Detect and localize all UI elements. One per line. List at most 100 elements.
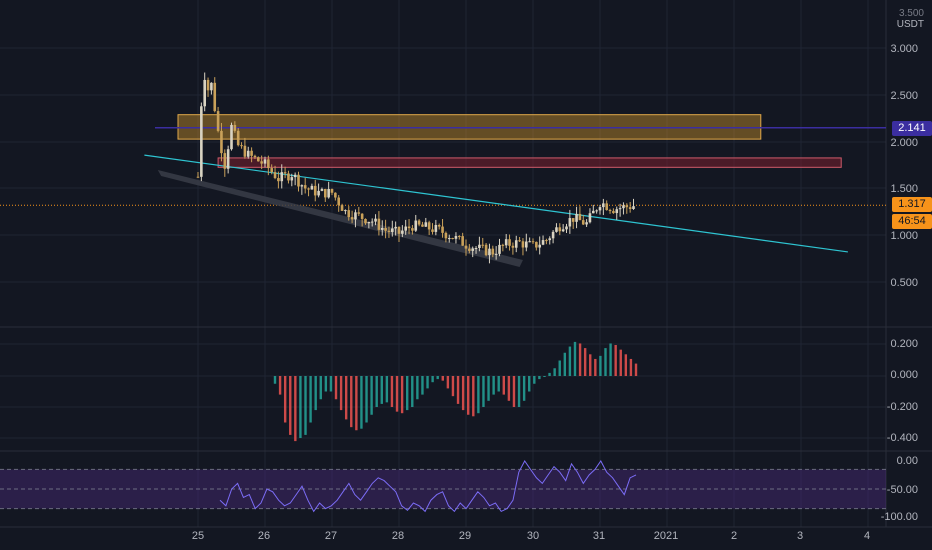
candle-body bbox=[250, 150, 253, 156]
candle-body bbox=[387, 230, 391, 232]
candle-body bbox=[210, 82, 213, 91]
macd-bar bbox=[324, 376, 328, 392]
candle-body bbox=[230, 124, 233, 150]
candle-body bbox=[578, 213, 582, 221]
candle-body bbox=[374, 218, 377, 222]
candle-body bbox=[367, 221, 371, 224]
rsi-label-100: -100.00 bbox=[880, 511, 918, 523]
candle-body bbox=[417, 220, 421, 225]
candle-body bbox=[484, 244, 488, 256]
macd-bar bbox=[411, 376, 414, 407]
macd-bar bbox=[507, 376, 511, 401]
candle-body bbox=[518, 240, 521, 242]
macd-bar bbox=[573, 341, 577, 376]
candle-body bbox=[370, 221, 374, 223]
price-label-1000: 1.000 bbox=[890, 230, 918, 242]
candle-body bbox=[414, 220, 418, 231]
price-label-0500: 0.500 bbox=[890, 277, 918, 289]
macd-bar bbox=[370, 376, 373, 415]
candle-body bbox=[632, 206, 635, 210]
macd-bar bbox=[456, 376, 460, 404]
time-label-2: 2 bbox=[730, 530, 738, 542]
candle-body bbox=[334, 192, 337, 198]
candle-body bbox=[461, 236, 464, 246]
candle-body bbox=[290, 177, 294, 181]
candle-body bbox=[541, 240, 545, 245]
macd-bar bbox=[446, 376, 450, 389]
candle-body bbox=[313, 185, 317, 196]
candle-body bbox=[568, 218, 572, 227]
candle-body bbox=[307, 188, 310, 190]
candle-body bbox=[561, 229, 565, 232]
macd-bar bbox=[583, 348, 587, 376]
candle-body bbox=[293, 174, 297, 178]
trendline bbox=[144, 154, 848, 253]
candle-body bbox=[404, 226, 407, 231]
candle-body bbox=[592, 210, 595, 214]
macd-label-neg0400: -0.400 bbox=[886, 432, 918, 444]
candle-body bbox=[558, 227, 562, 232]
candle-body bbox=[622, 205, 625, 209]
candle-body bbox=[595, 210, 598, 212]
candle-body bbox=[223, 153, 227, 169]
candle-body bbox=[565, 226, 568, 230]
macd-bar bbox=[477, 376, 480, 414]
countdown-tag: 46:54 bbox=[892, 214, 932, 229]
macd-bar bbox=[421, 376, 424, 395]
candle-body bbox=[196, 176, 200, 178]
candle-body bbox=[575, 213, 578, 222]
last-price-tag[interactable]: 1.317 bbox=[892, 197, 932, 212]
candle-body bbox=[571, 218, 575, 222]
candle-body bbox=[243, 145, 247, 157]
candle-body bbox=[555, 227, 558, 232]
macd-bar bbox=[512, 376, 516, 407]
candle-body bbox=[347, 210, 351, 218]
candle-body bbox=[330, 188, 334, 193]
candle-body bbox=[458, 236, 461, 238]
macd-bar bbox=[355, 376, 358, 431]
candle-body bbox=[411, 228, 414, 231]
macd-bar bbox=[538, 376, 541, 380]
macd-bar bbox=[451, 376, 455, 397]
candle-body bbox=[481, 244, 485, 246]
price-label-2500: 2.500 bbox=[890, 90, 918, 102]
macd-bar bbox=[522, 376, 526, 401]
macd-bar bbox=[553, 368, 556, 376]
candle-body bbox=[551, 231, 555, 239]
channel-band bbox=[157, 170, 523, 267]
macd-bar bbox=[604, 348, 607, 376]
candle-body bbox=[360, 213, 364, 219]
candle-body bbox=[447, 238, 451, 240]
price-label-2000: 2.000 bbox=[890, 137, 918, 149]
time-label-4: 4 bbox=[863, 530, 871, 542]
candle-body bbox=[287, 173, 290, 181]
macd-bar bbox=[497, 376, 500, 392]
rsi-label-0: 0.00 bbox=[896, 455, 918, 467]
candle-body bbox=[220, 130, 223, 154]
candle-body bbox=[598, 207, 602, 211]
macd-bar bbox=[400, 376, 404, 414]
candle-body bbox=[310, 185, 314, 190]
time-label-3: 3 bbox=[796, 530, 804, 542]
candle-body bbox=[394, 226, 397, 229]
macd-bar bbox=[314, 376, 317, 411]
candle-body bbox=[612, 211, 615, 214]
candle-body bbox=[528, 241, 531, 243]
macd-bar bbox=[558, 360, 561, 376]
candle-body bbox=[514, 240, 518, 248]
level-price-tag[interactable]: 2.141 bbox=[892, 121, 932, 136]
time-label-27: 27 bbox=[324, 530, 338, 542]
candle-body bbox=[277, 178, 280, 182]
candle-body bbox=[521, 241, 525, 248]
macd-bar bbox=[390, 376, 394, 407]
candle-body bbox=[498, 244, 501, 254]
macd-bar bbox=[472, 376, 475, 417]
time-label-28: 28 bbox=[391, 530, 405, 542]
candle-body bbox=[213, 82, 217, 112]
candle-body bbox=[454, 236, 458, 239]
candle-body bbox=[494, 253, 498, 255]
candle-body bbox=[200, 106, 203, 177]
candle-body bbox=[424, 222, 428, 227]
candle-body bbox=[397, 226, 401, 234]
